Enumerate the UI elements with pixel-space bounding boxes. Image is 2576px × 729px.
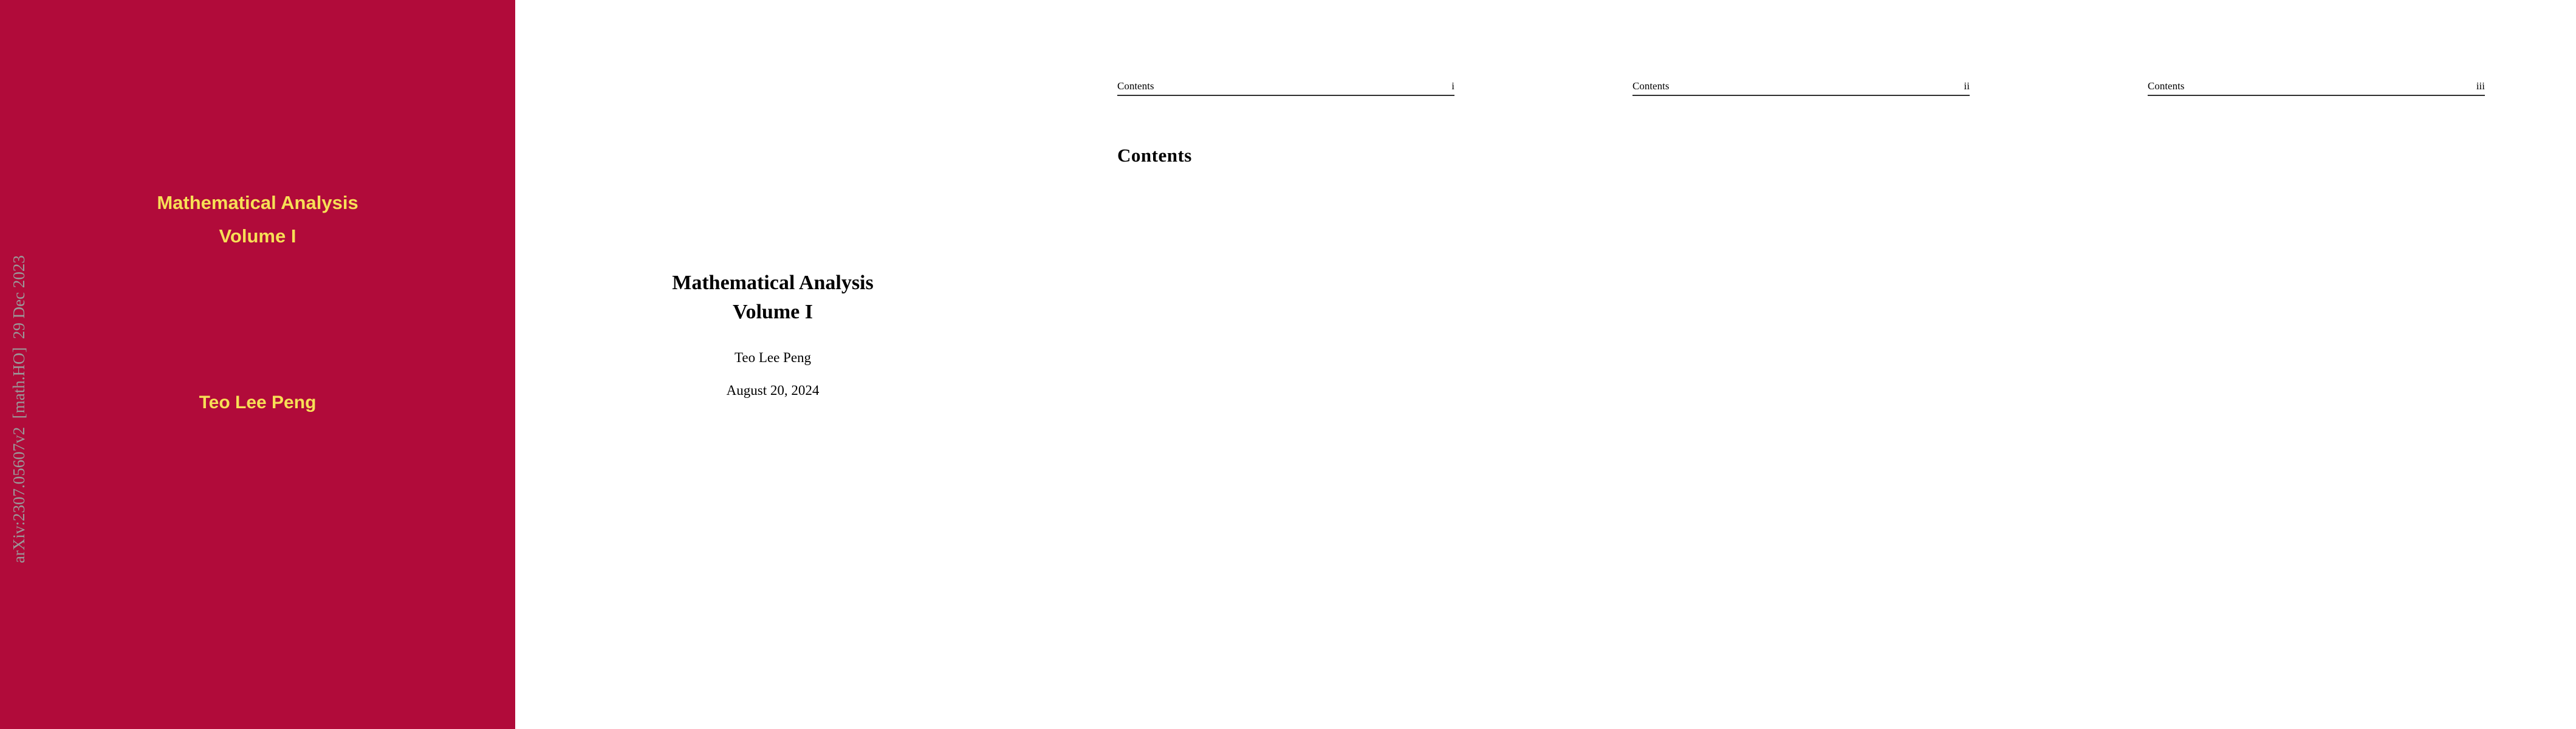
running-header-title: Contents: [1117, 80, 1154, 92]
running-header-title: Contents: [1632, 80, 1670, 92]
toc-entry-page: 558: [1678, 112, 2061, 729]
publish-date: August 20, 2024: [726, 383, 820, 398]
toc-entry[interactable]: 6.6.5The Weierstrass Approximation Theor…: [1632, 112, 2061, 729]
cover-author: Teo Lee Peng: [199, 392, 317, 412]
running-header-title: Contents: [2148, 80, 2185, 92]
arxiv-watermark: arXiv:2307.05607v2 [math.HO] 29 Dec 2023: [10, 255, 28, 563]
title-page: Mathematical Analysis Volume I Teo Lee P…: [515, 0, 1030, 729]
running-header-page-number: iii: [2476, 80, 2485, 92]
book-author: Teo Lee Peng: [734, 350, 812, 365]
cover-title: Mathematical Analysis Volume I: [0, 186, 515, 253]
running-header-page-number: i: [1451, 80, 1454, 92]
book-title-line1: Mathematical Analysis: [672, 272, 874, 294]
cover-page: arXiv:2307.05607v2 [math.HO] 29 Dec 2023…: [0, 0, 515, 729]
book-title: Mathematical Analysis Volume I: [515, 269, 1030, 327]
running-header: Contents i: [1117, 80, 1454, 96]
toc-entry-page: 204: [1163, 190, 1546, 729]
toc-entry[interactable]: References566: [2148, 112, 2576, 729]
running-header: Contents ii: [1632, 80, 1970, 96]
contents-heading: Contents: [1117, 145, 1192, 166]
contents-page-i: Contents i Contents ContentsiPrefaceivCh…: [1030, 0, 1546, 729]
running-header-page-number: ii: [1964, 80, 1970, 92]
toc-entries: 3.5.3The Trigonometric Functions........…: [1632, 112, 2061, 729]
contents-page-ii: Contents ii 3.5.3The Trigonometric Funct…: [1546, 0, 2061, 729]
cover-title-line2: Volume I: [219, 225, 296, 247]
cover-title-line1: Mathematical Analysis: [157, 192, 358, 213]
contents-page-iii: Contents iii References566: [2061, 0, 2576, 729]
toc-entry[interactable]: 3.5.2The Exponential Functions..........…: [1117, 190, 1546, 729]
running-header: Contents iii: [2148, 80, 2485, 96]
toc-entries: References566: [2148, 112, 2576, 729]
book-title-line2: Volume I: [733, 301, 813, 323]
toc-entry-page: 566: [2148, 112, 2576, 729]
toc-entries: ContentsiPrefaceivChapter 1The Real Numb…: [1117, 190, 1546, 729]
